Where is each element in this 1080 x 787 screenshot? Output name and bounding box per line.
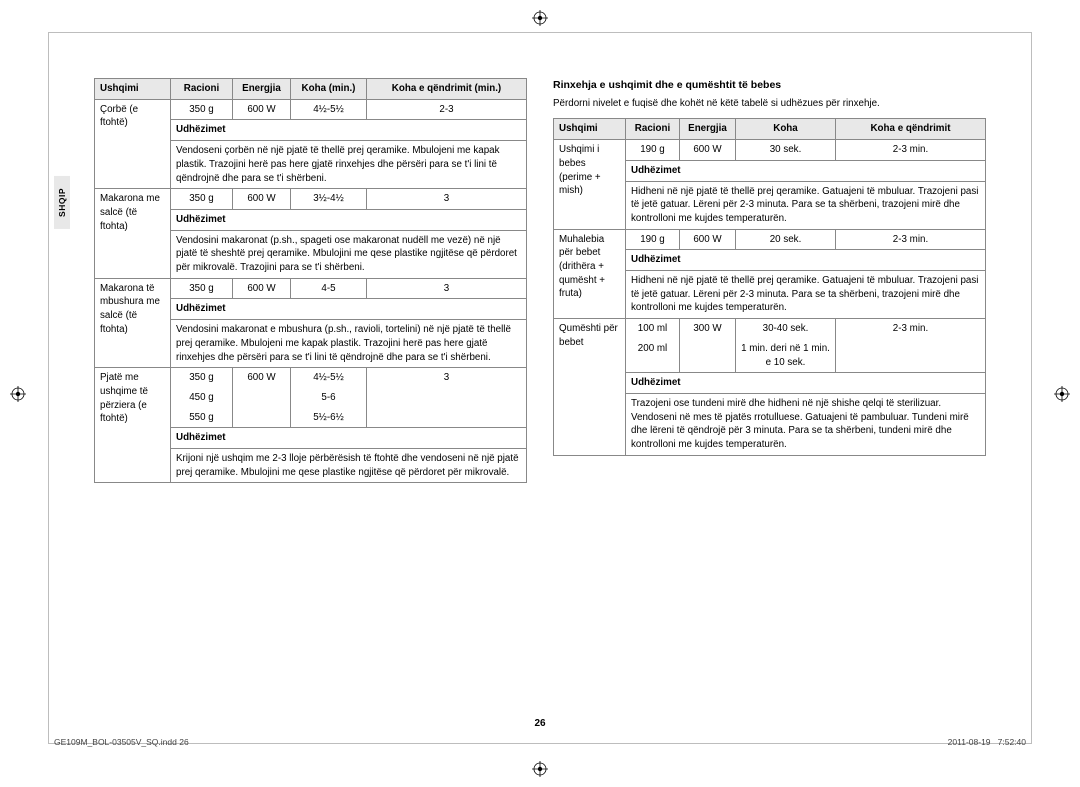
instr-cell: Hidheni në një pjatë të thellë prej qera…	[626, 181, 986, 229]
portion-cell: 100 ml	[626, 319, 680, 339]
instr-cell: Vendosini makaronat e mbushura (p.sh., r…	[171, 320, 527, 368]
instr-cell: Vendosini makaronat (p.sh., spageti ose …	[171, 230, 527, 278]
instr-cell: Hidheni në një pjatë të thellë prej qera…	[626, 271, 986, 319]
th-food: Ushqimi	[95, 79, 171, 100]
section-title: Rinxehja e ushqimit dhe e qumështit të b…	[553, 78, 986, 93]
stand-cell: 3	[367, 189, 527, 210]
food-cell: Pjatë me ushqime të përziera (e ftohtë)	[95, 368, 171, 483]
time-cell: 4½-5½	[291, 368, 367, 388]
time-cell: 4½-5½	[291, 99, 367, 120]
page-number: 26	[0, 718, 1080, 729]
th-power: Energjia	[233, 79, 291, 100]
stand-cell: 2-3 min.	[836, 229, 986, 250]
stand-cell	[367, 388, 527, 408]
left-column: Ushqimi Racioni Energjia Koha (min.) Koh…	[94, 78, 527, 483]
instr-header: Udhëzimet	[626, 160, 986, 181]
reg-mark-top	[532, 10, 548, 26]
footer-filename: GE109M_BOL-03505V_SQ.indd 26	[54, 737, 189, 747]
reg-mark-left	[10, 386, 26, 402]
food-cell: Makarona të mbushura me salcë (të ftohta…	[95, 278, 171, 368]
instr-header: Udhëzimet	[171, 209, 527, 230]
th-portion: Racioni	[626, 119, 680, 140]
reg-mark-bottom	[532, 761, 548, 777]
stand-cell	[367, 408, 527, 428]
instr-header: Udhëzimet	[171, 428, 527, 449]
power-cell: 600 W	[680, 229, 736, 250]
right-column: Rinxehja e ushqimit dhe e qumështit të b…	[553, 78, 986, 483]
power-cell	[680, 339, 736, 373]
time-cell: 3½-4½	[291, 189, 367, 210]
th-stand: Koha e qëndrimit	[836, 119, 986, 140]
th-power: Energjia	[680, 119, 736, 140]
power-cell: 300 W	[680, 319, 736, 339]
stand-cell	[836, 339, 986, 373]
th-time: Koha	[736, 119, 836, 140]
power-cell: 600 W	[680, 140, 736, 161]
instr-header: Udhëzimet	[626, 250, 986, 271]
portion-cell: 350 g	[171, 99, 233, 120]
food-cell: Muhalebia për bebet (drithëra + qumësht …	[554, 229, 626, 319]
food-cell: Çorbë (e ftohtë)	[95, 99, 171, 189]
instr-header: Udhëzimet	[626, 373, 986, 394]
power-cell: 600 W	[233, 278, 291, 299]
stand-cell: 2-3 min.	[836, 319, 986, 339]
th-stand: Koha e qëndrimit (min.)	[367, 79, 527, 100]
time-cell: 30 sek.	[736, 140, 836, 161]
th-food: Ushqimi	[554, 119, 626, 140]
power-cell: 600 W	[233, 368, 291, 388]
instr-cell: Vendoseni çorbën në një pjatë të thellë …	[171, 141, 527, 189]
portion-cell: 350 g	[171, 278, 233, 299]
reg-mark-right	[1054, 386, 1070, 402]
stand-cell: 2-3 min.	[836, 140, 986, 161]
time-cell: 30-40 sek.	[736, 319, 836, 339]
stand-cell: 3	[367, 278, 527, 299]
portion-cell: 190 g	[626, 229, 680, 250]
food-cell: Makarona me salcë (të ftohta)	[95, 189, 171, 279]
stand-cell: 3	[367, 368, 527, 388]
instr-cell: Trazojeni ose tundeni mirë dhe hidheni n…	[626, 393, 986, 455]
instr-header: Udhëzimet	[171, 120, 527, 141]
baby-food-table: Ushqimi Racioni Energjia Koha Koha e qën…	[553, 118, 986, 455]
section-intro: Përdorni nivelet e fuqisë dhe kohët në k…	[553, 97, 986, 111]
portion-cell: 200 ml	[626, 339, 680, 373]
power-cell: 600 W	[233, 189, 291, 210]
instr-cell: Krijoni një ushqim me 2-3 lloje përbërës…	[171, 449, 527, 483]
footer-date: 2011-08-19	[948, 737, 991, 747]
portion-cell: 350 g	[171, 189, 233, 210]
time-cell: 20 sek.	[736, 229, 836, 250]
portion-cell: 350 g	[171, 368, 233, 388]
portion-cell: 550 g	[171, 408, 233, 428]
portion-cell: 190 g	[626, 140, 680, 161]
time-cell: 5-6	[291, 388, 367, 408]
time-cell: 5½-6½	[291, 408, 367, 428]
footer-datetime: 2011-08-19 7:52:40	[948, 737, 1026, 747]
food-cell: Ushqimi i bebes (perime + mish)	[554, 140, 626, 230]
th-time: Koha (min.)	[291, 79, 367, 100]
footer-time: 7:52:40	[998, 737, 1026, 747]
language-tab: SHQIP	[54, 176, 70, 229]
page-content: Ushqimi Racioni Energjia Koha (min.) Koh…	[94, 78, 986, 483]
food-cell: Qumështi për bebet	[554, 319, 626, 456]
stand-cell: 2-3	[367, 99, 527, 120]
time-cell: 1 min. deri në 1 min. e 10 sek.	[736, 339, 836, 373]
th-portion: Racioni	[171, 79, 233, 100]
time-cell: 4-5	[291, 278, 367, 299]
reheating-table-left: Ushqimi Racioni Energjia Koha (min.) Koh…	[94, 78, 527, 483]
portion-cell: 450 g	[171, 388, 233, 408]
power-cell	[233, 388, 291, 408]
power-cell: 600 W	[233, 99, 291, 120]
power-cell	[233, 408, 291, 428]
instr-header: Udhëzimet	[171, 299, 527, 320]
